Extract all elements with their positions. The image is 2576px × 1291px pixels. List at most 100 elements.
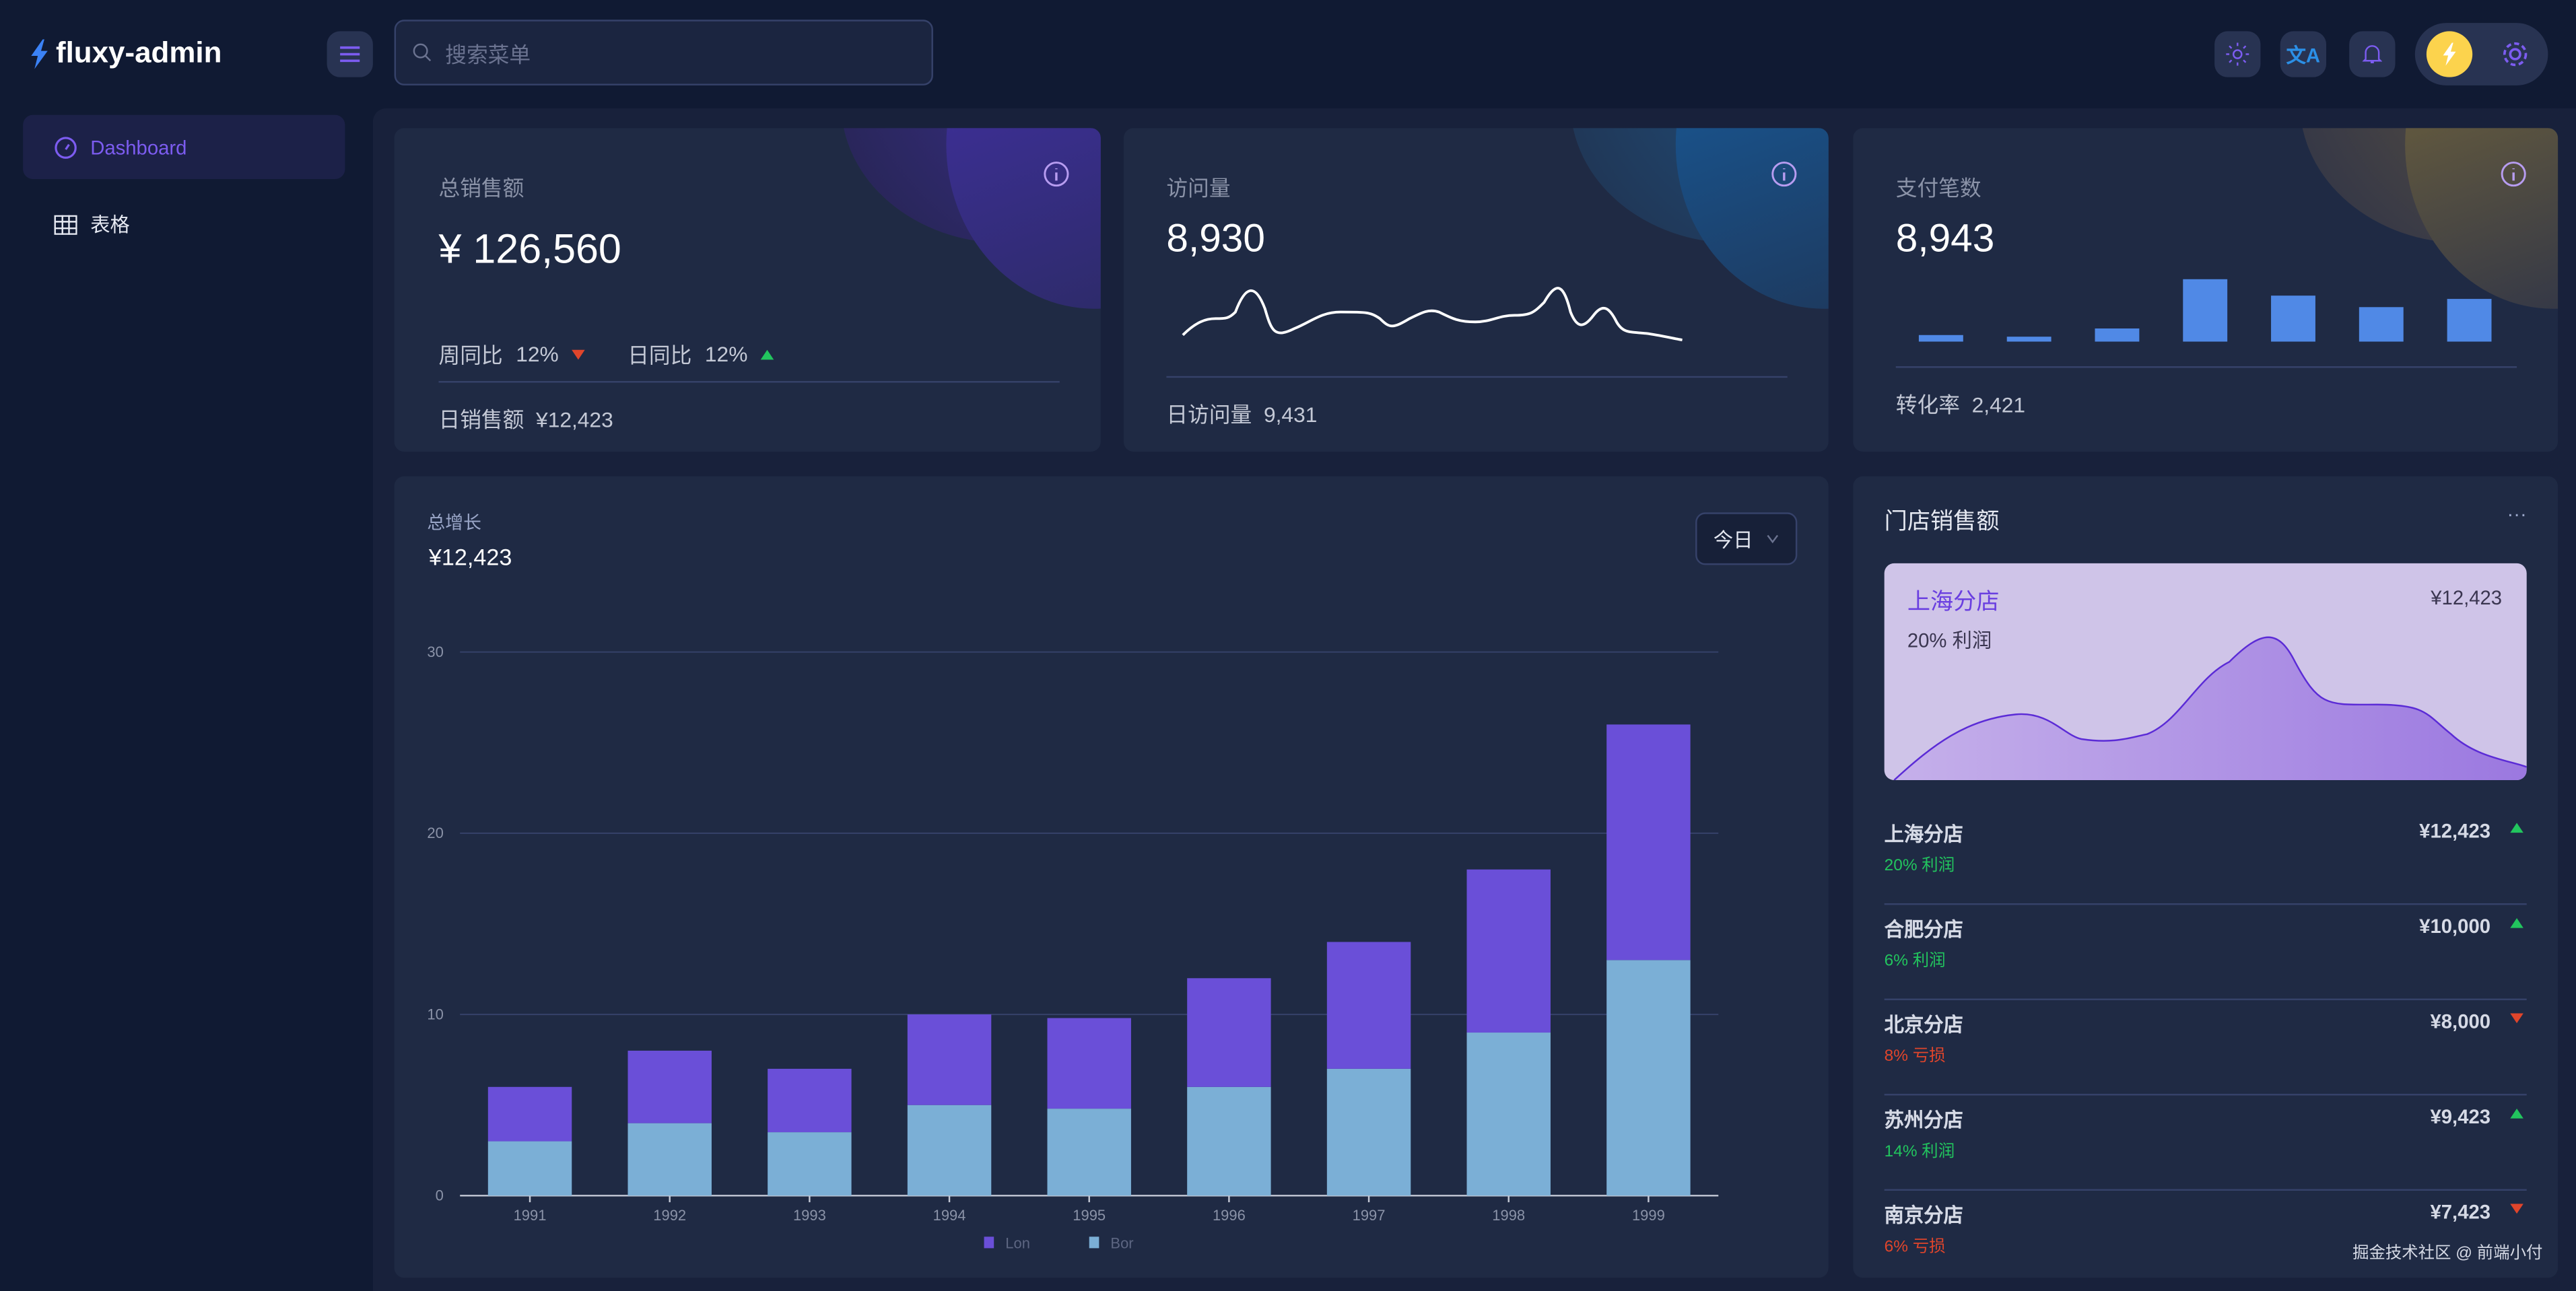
x-tick-label: 1992 bbox=[653, 1207, 686, 1224]
mini-bar bbox=[2183, 279, 2228, 342]
card-title: 总销售额 bbox=[438, 176, 524, 201]
bar-bor[interactable] bbox=[1326, 1068, 1411, 1196]
info-icon[interactable] bbox=[2501, 161, 2527, 187]
bar-lon[interactable] bbox=[1047, 1018, 1131, 1109]
highlight-store-panel[interactable]: 上海分店 ¥12,423 20% 利润 bbox=[1884, 563, 2527, 780]
footer-label: 日访问量 bbox=[1166, 402, 1252, 427]
growth-card: 总增长 ¥12,423 今日 0 10 20 30 1991 1992 1993 1994 19… bbox=[394, 476, 1829, 1278]
x-tick-label: 1996 bbox=[1213, 1207, 1246, 1224]
bar-bor[interactable] bbox=[628, 1123, 712, 1196]
payments-card: 支付笔数 8,943 转化率 2,421 bbox=[1853, 128, 2558, 452]
language-button[interactable]: 文A bbox=[2280, 31, 2327, 77]
week-label: 周同比 bbox=[438, 343, 503, 368]
store-list-item[interactable]: 上海分店 20% 利润 ¥12,423 bbox=[1884, 810, 2527, 905]
mini-bar bbox=[1918, 335, 1963, 342]
footer-label: 日销售额 bbox=[438, 407, 524, 432]
total-sales-card: 总销售额 ¥ 126,560 周同比 12% 日同比 12% 日销售额 ¥12,… bbox=[394, 128, 1101, 452]
bar-bor[interactable] bbox=[1466, 1033, 1551, 1196]
search-icon bbox=[413, 43, 432, 62]
logo[interactable]: fluxy-admin bbox=[30, 36, 222, 71]
up-arrow-icon bbox=[2510, 1109, 2523, 1119]
card-title: 支付笔数 bbox=[1895, 176, 1981, 201]
gear-icon[interactable] bbox=[2501, 40, 2530, 69]
bar-lon[interactable] bbox=[768, 1068, 852, 1133]
footer-row: 日销售额 ¥12,423 bbox=[438, 403, 613, 433]
lightning-icon bbox=[2443, 42, 2456, 66]
growth-value: ¥12,423 bbox=[428, 543, 512, 570]
legend-label[interactable]: Lon bbox=[1005, 1234, 1030, 1251]
menu-icon bbox=[340, 46, 360, 63]
legend-swatch bbox=[1089, 1236, 1099, 1249]
sparkline-line bbox=[1182, 287, 1683, 342]
theme-toggle-button[interactable] bbox=[2214, 31, 2261, 77]
store-list-item[interactable]: 北京分店 8% 亏损 ¥8,000 bbox=[1884, 1000, 2527, 1096]
card-title: 访问量 bbox=[1166, 176, 1231, 201]
mini-bar bbox=[2006, 337, 2052, 342]
period-select[interactable]: 今日 bbox=[1695, 512, 1798, 565]
bar-bor[interactable] bbox=[768, 1132, 852, 1196]
sidebar-item-label: 表格 bbox=[90, 213, 130, 237]
mini-bar bbox=[2271, 295, 2315, 342]
bar-bor[interactable] bbox=[907, 1105, 992, 1196]
visits-card: 访问量 8,930 日访问量 9,431 bbox=[1123, 128, 1829, 452]
bar-lon[interactable] bbox=[1326, 942, 1411, 1069]
search-input[interactable]: 搜索菜单 bbox=[394, 20, 933, 85]
store-profit: 8% 亏损 bbox=[1884, 1047, 1946, 1066]
avatar[interactable] bbox=[2426, 31, 2473, 77]
x-tick-label: 1995 bbox=[1073, 1207, 1106, 1224]
bell-icon bbox=[2362, 45, 2382, 63]
divider bbox=[438, 381, 1060, 383]
bar-bor[interactable] bbox=[1047, 1109, 1131, 1196]
more-options-button[interactable]: ··· bbox=[2507, 502, 2527, 526]
y-tick-label: 30 bbox=[427, 643, 443, 660]
store-sales-title: 门店销售额 bbox=[1884, 507, 2000, 534]
store-value: ¥10,000 bbox=[2419, 915, 2491, 938]
store-value: ¥8,000 bbox=[2430, 1010, 2491, 1033]
user-pill bbox=[2414, 23, 2548, 85]
card-value: 8,943 bbox=[1895, 217, 1995, 261]
highlight-store-profit: 20% 利润 bbox=[1907, 629, 1992, 652]
up-arrow-icon bbox=[2510, 917, 2523, 928]
store-list-item[interactable]: 南京分店 6% 亏损 ¥7,423 bbox=[1885, 1191, 2527, 1278]
sidebar-item-dashboard[interactable]: Dashboard bbox=[23, 114, 345, 179]
info-icon[interactable] bbox=[1771, 161, 1797, 187]
bar-lon[interactable] bbox=[907, 1014, 992, 1105]
app-title: fluxy-admin bbox=[55, 36, 222, 69]
translate-icon: 文A bbox=[2286, 43, 2321, 67]
legend-label[interactable]: Bor bbox=[1110, 1234, 1133, 1251]
bar-lon[interactable] bbox=[1187, 978, 1271, 1087]
store-list-item[interactable]: 苏州分店 14% 利润 ¥9,423 bbox=[1884, 1095, 2527, 1191]
bar-lon[interactable] bbox=[487, 1086, 572, 1142]
bar-lon[interactable] bbox=[1606, 724, 1691, 961]
up-arrow-icon bbox=[760, 349, 774, 359]
dashboard-icon bbox=[55, 136, 77, 158]
bar-bor[interactable] bbox=[1187, 1086, 1271, 1196]
growth-bar-chart: 0 10 20 30 1991 1992 1993 1994 1995 1996 1997 1998 1… bbox=[427, 643, 1719, 1251]
divider bbox=[1895, 366, 2517, 368]
sidebar-item-table[interactable]: 表格 bbox=[23, 192, 345, 256]
bar-bor[interactable] bbox=[1606, 960, 1691, 1196]
bar-lon[interactable] bbox=[1466, 869, 1551, 1033]
legend-swatch bbox=[984, 1236, 994, 1249]
divider bbox=[1166, 376, 1788, 378]
store-profit: 14% 利润 bbox=[1884, 1143, 1955, 1162]
day-label: 日同比 bbox=[628, 343, 692, 368]
highlight-store-name: 上海分店 bbox=[1907, 588, 2000, 615]
menu-toggle-button[interactable] bbox=[327, 31, 373, 77]
info-icon[interactable] bbox=[1043, 161, 1069, 187]
bar-bor[interactable] bbox=[487, 1141, 572, 1196]
sun-icon bbox=[2226, 42, 2249, 66]
sidebar-item-label: Dashboard bbox=[90, 135, 187, 159]
down-arrow-icon bbox=[2510, 1013, 2523, 1024]
x-tick-label: 1994 bbox=[933, 1207, 966, 1224]
store-profit: 6% 利润 bbox=[1884, 952, 1946, 971]
y-tick-label: 10 bbox=[427, 1006, 443, 1022]
y-tick-label: 0 bbox=[436, 1187, 444, 1204]
watermark: 掘金技术社区 @ 前端小付 bbox=[2352, 1245, 2543, 1263]
store-list-item[interactable]: 合肥分店 6% 利润 ¥10,000 bbox=[1884, 905, 2527, 1000]
notifications-button[interactable] bbox=[2349, 31, 2396, 77]
period-value: 今日 bbox=[1713, 528, 1753, 551]
footer-label: 转化率 bbox=[1895, 392, 1960, 417]
area-line bbox=[1893, 636, 2527, 780]
bar-lon[interactable] bbox=[628, 1050, 712, 1123]
